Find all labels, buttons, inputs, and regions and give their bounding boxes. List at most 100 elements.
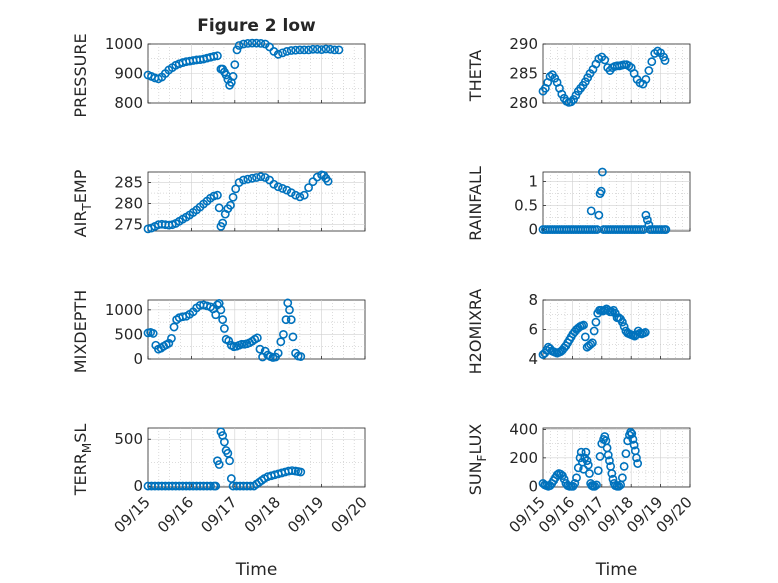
data-point bbox=[252, 333, 262, 343]
data-point bbox=[586, 206, 596, 216]
data-point bbox=[273, 182, 283, 192]
data-point bbox=[590, 481, 600, 491]
data-point bbox=[295, 192, 305, 202]
data-point bbox=[640, 328, 650, 337]
y-axis-label: THETA bbox=[466, 50, 485, 102]
data-point bbox=[286, 188, 296, 198]
data-point bbox=[226, 200, 235, 210]
data-point bbox=[296, 352, 306, 361]
subplot-sun-flux: 0200400SUNFLUX09/1509/1609/1709/1809/190… bbox=[466, 420, 696, 580]
axes-box bbox=[542, 171, 691, 232]
data-point bbox=[591, 317, 601, 327]
data-point bbox=[211, 481, 221, 491]
data-point bbox=[299, 45, 309, 55]
data-point bbox=[255, 344, 265, 354]
axes-box bbox=[147, 427, 366, 488]
data-point bbox=[286, 315, 296, 325]
data-point bbox=[597, 167, 607, 177]
y-tick-label: 1 bbox=[528, 173, 538, 191]
subplot-mixdepth: 0 500 1000 MIXDEPTH bbox=[71, 290, 366, 373]
data-point bbox=[575, 453, 585, 463]
data-point bbox=[243, 174, 253, 184]
data-point bbox=[286, 46, 296, 55]
data-point bbox=[256, 172, 266, 182]
data-point bbox=[308, 44, 318, 54]
x-tick-label: 09/18 bbox=[241, 493, 284, 536]
data-point bbox=[291, 190, 300, 200]
data-point bbox=[288, 332, 298, 342]
y-tick-label: 0 bbox=[528, 477, 538, 495]
data-point bbox=[218, 315, 228, 325]
data-point bbox=[583, 460, 593, 470]
data-point bbox=[243, 39, 253, 48]
y-tick-label: 1000 bbox=[105, 35, 143, 53]
data-point bbox=[566, 97, 576, 107]
x-tick-label: 09/19 bbox=[284, 493, 327, 536]
data-point bbox=[661, 225, 671, 234]
data-point bbox=[230, 60, 240, 70]
data-point bbox=[214, 460, 224, 469]
data-point bbox=[619, 461, 629, 471]
data-point bbox=[273, 348, 283, 358]
data-point bbox=[627, 429, 637, 439]
y-tick-label: 400 bbox=[509, 420, 538, 438]
y-tick-label: 280 bbox=[509, 94, 538, 112]
data-point bbox=[206, 481, 215, 491]
data-point bbox=[596, 186, 606, 196]
y-tick-label: 285 bbox=[509, 65, 538, 83]
data-point bbox=[330, 45, 340, 55]
data-point bbox=[589, 326, 599, 336]
data-point bbox=[247, 173, 257, 183]
data-point bbox=[216, 305, 226, 315]
data-point bbox=[581, 447, 591, 457]
data-point bbox=[213, 190, 222, 200]
y-tick-label: 500 bbox=[114, 430, 143, 448]
data-point bbox=[299, 190, 309, 200]
y-tick-label: 0.5 bbox=[514, 197, 538, 215]
subplot-air-temp: 275 280 285 AIRTEMP bbox=[71, 169, 366, 237]
data-point bbox=[282, 46, 292, 56]
data-point bbox=[586, 339, 596, 349]
data-point bbox=[273, 49, 283, 59]
data-point bbox=[214, 203, 224, 213]
data-point bbox=[218, 218, 228, 228]
data-point bbox=[252, 173, 261, 182]
data-point bbox=[647, 57, 657, 67]
y-axis-label: MIXDEPTH bbox=[71, 290, 90, 373]
data-point bbox=[228, 72, 238, 81]
data-point bbox=[224, 336, 234, 346]
data-point bbox=[282, 185, 292, 195]
data-point bbox=[169, 322, 179, 332]
data-point bbox=[296, 467, 306, 477]
x-tick-label: 09/15 bbox=[111, 493, 154, 536]
data-point bbox=[605, 456, 614, 466]
data-point bbox=[226, 77, 236, 87]
data-point bbox=[228, 192, 238, 202]
data-point bbox=[628, 434, 638, 444]
y-tick-label: 4 bbox=[528, 350, 538, 368]
data-point bbox=[593, 466, 603, 476]
data-point bbox=[148, 329, 158, 338]
y-tick-label: 500 bbox=[114, 325, 143, 343]
y-tick-label: 285 bbox=[114, 174, 143, 192]
data-point bbox=[219, 324, 229, 333]
x-tick-label: 09/20 bbox=[328, 493, 371, 536]
subplot-terr-msl: 0 500 TERRMSL 09/15 09/16 09/17 09/18 09/19 09/2… bbox=[71, 424, 371, 580]
y-axis-label: PRESSURE bbox=[71, 33, 90, 117]
data-point bbox=[295, 45, 305, 55]
data-point bbox=[260, 173, 270, 182]
data-point bbox=[279, 330, 288, 339]
data-point bbox=[213, 51, 222, 61]
data-point bbox=[209, 191, 219, 201]
data-point bbox=[641, 75, 651, 84]
data-point bbox=[619, 322, 629, 331]
x-tick-label: 09/17 bbox=[197, 493, 240, 536]
data-point bbox=[287, 466, 297, 476]
data-point bbox=[285, 305, 294, 315]
data-point bbox=[334, 45, 344, 55]
y-tick-label: 275 bbox=[114, 216, 143, 234]
data-point bbox=[225, 456, 234, 466]
y-tick-label: 900 bbox=[114, 65, 143, 83]
data-point bbox=[592, 480, 601, 490]
